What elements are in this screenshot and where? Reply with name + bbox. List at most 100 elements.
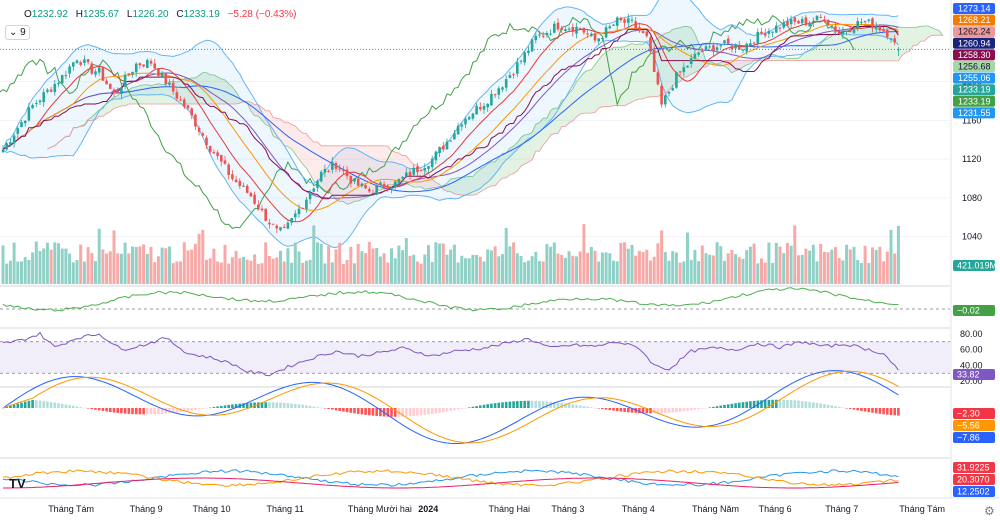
candle xyxy=(138,62,142,69)
macd-histogram-bar xyxy=(271,402,275,408)
cloud-segment xyxy=(798,54,803,61)
volume-bar xyxy=(471,254,475,284)
open-value: 1232.92 xyxy=(31,9,68,20)
macd-histogram-bar xyxy=(142,408,145,415)
volume-bar xyxy=(608,253,612,284)
candle-body xyxy=(212,152,216,154)
price-label-value: 1255.06 xyxy=(958,73,991,83)
candle xyxy=(530,38,534,53)
volume-bar xyxy=(534,251,538,284)
time-tick-label: Tháng 6 xyxy=(759,504,792,514)
volume-bar xyxy=(856,259,860,284)
candle xyxy=(886,28,889,40)
macd-histogram-bar xyxy=(90,408,94,410)
volume-bar xyxy=(182,242,186,284)
volume-bar xyxy=(5,263,9,284)
candle xyxy=(38,99,42,106)
candle-body xyxy=(812,21,815,23)
candle xyxy=(738,40,741,50)
volume-bar xyxy=(600,252,604,284)
cloud-segment xyxy=(643,41,647,100)
volume-bar xyxy=(589,247,593,284)
candle-body xyxy=(578,28,582,30)
candle xyxy=(264,208,267,222)
volume-bar xyxy=(501,254,504,284)
macd-histogram-bar xyxy=(793,400,797,408)
candle xyxy=(179,95,182,102)
candle-body xyxy=(297,208,301,215)
macd-histogram-bar xyxy=(567,403,571,408)
macd-histogram-bar xyxy=(186,408,190,412)
price-axis: 104010801120116012001273.141268.211262.2… xyxy=(950,0,997,498)
macd-histogram-bar xyxy=(878,408,882,414)
candle xyxy=(775,22,778,34)
volume-bar xyxy=(160,247,164,284)
volume-bar xyxy=(819,243,823,284)
candle xyxy=(804,15,808,27)
candle xyxy=(882,26,885,32)
volume-bar xyxy=(575,256,578,284)
candle xyxy=(186,104,190,111)
candle xyxy=(582,27,586,35)
candle-body xyxy=(345,169,349,177)
cloud-segment xyxy=(395,152,399,184)
rsi-pane: 80.00 60.00 40.00 20.00 xyxy=(0,329,983,386)
macd-histogram-bar xyxy=(826,404,830,408)
cloud-segment xyxy=(931,27,936,36)
macd-histogram-bar xyxy=(94,408,97,410)
macd-histogram-bar xyxy=(449,408,452,411)
candle-body xyxy=(23,120,27,124)
macd-histogram-bar xyxy=(804,401,808,408)
volume-bar xyxy=(134,247,138,284)
candle xyxy=(382,181,386,192)
macd-histogram-bar xyxy=(697,408,700,410)
candlesticks xyxy=(1,13,900,234)
candle-body xyxy=(575,26,578,34)
tradingview-logo-icon[interactable]: TV xyxy=(9,476,26,491)
gear-icon[interactable]: ⚙ xyxy=(984,504,995,518)
dmi-value-badge xyxy=(953,486,995,497)
candle-body xyxy=(601,38,604,40)
volume-bar xyxy=(86,247,90,284)
macd-histogram-bar xyxy=(623,408,626,412)
oscillator-value-badge xyxy=(953,305,995,316)
volume-bar xyxy=(723,260,726,284)
candle xyxy=(60,74,64,85)
macd-histogram-bar xyxy=(312,406,316,408)
volume-bar xyxy=(615,261,619,284)
candle xyxy=(645,30,649,38)
cloud-segment xyxy=(458,177,462,196)
candle-body xyxy=(442,145,445,150)
candle-body xyxy=(120,87,123,95)
low-key: L xyxy=(126,9,133,20)
candle xyxy=(697,51,700,57)
candle xyxy=(590,32,593,38)
macd-histogram-bar xyxy=(190,408,193,411)
macd-histogram-bar xyxy=(171,408,175,413)
candle xyxy=(5,142,8,152)
candle xyxy=(97,64,101,76)
cloud-segment xyxy=(617,47,621,106)
candle-body xyxy=(27,107,31,121)
cloud-segment xyxy=(813,46,817,61)
macd-histogram-bar xyxy=(146,408,149,415)
volume-bar xyxy=(434,242,438,284)
volume-bar xyxy=(382,253,386,284)
indicator-collapse-button[interactable]: ⌄ 9 xyxy=(5,25,30,40)
price-label-value: 1262.24 xyxy=(958,27,991,37)
volume-bar xyxy=(697,261,701,284)
cloud-segment xyxy=(336,145,340,202)
macd-histogram-bar xyxy=(294,403,297,408)
candle-body xyxy=(712,45,715,52)
candle xyxy=(430,155,434,172)
macd-histogram-bar xyxy=(619,408,623,412)
volume-bar xyxy=(467,258,471,284)
cloud-segment xyxy=(210,74,214,104)
macd-histogram-bar xyxy=(279,402,282,408)
cloud-segment xyxy=(920,26,925,42)
volume-bar xyxy=(23,257,27,284)
cloud-segment xyxy=(835,31,840,61)
volume-bar xyxy=(275,257,279,284)
candle xyxy=(549,29,552,36)
